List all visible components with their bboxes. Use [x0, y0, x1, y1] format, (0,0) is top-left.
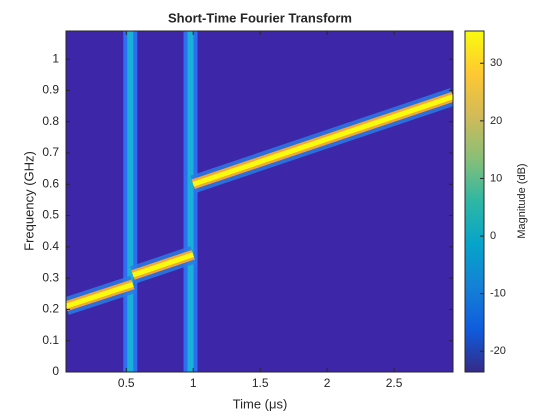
x-tick-label: 2.5 — [386, 376, 403, 390]
chart-title: Short-Time Fourier Transform — [168, 10, 352, 25]
colorbar-label: Magnitude (dB) — [516, 163, 528, 238]
colorbar-tick-label: -20 — [490, 345, 506, 357]
x-tick-label: 1.5 — [252, 376, 269, 390]
y-tick-label: 0.3 — [42, 270, 59, 284]
y-tick-label: 0.6 — [42, 176, 59, 190]
y-tick-label: 1 — [52, 51, 59, 65]
y-tick-label: 0.7 — [42, 145, 59, 159]
ridge — [192, 94, 453, 187]
y-axis-label: Frequency (GHz) — [21, 151, 36, 251]
ridge — [132, 252, 195, 278]
plot-area — [66, 31, 453, 372]
axes-box — [65, 30, 454, 373]
y-tick-label: 0.1 — [42, 333, 59, 347]
colorbar-tick-label: 20 — [490, 115, 502, 127]
y-tick-label: 0.4 — [42, 239, 59, 253]
colorbar-tick-label: 10 — [490, 172, 502, 184]
y-tick-label: 0.2 — [42, 302, 59, 316]
x-tick-label: 0.5 — [118, 376, 135, 390]
y-tick-label: 0.8 — [42, 114, 59, 128]
colorbar — [464, 30, 485, 373]
y-tick-label: 0 — [52, 364, 59, 378]
colorbar-tick-label: 30 — [490, 57, 502, 69]
x-tick-label: 2 — [324, 376, 331, 390]
transient-core — [127, 31, 134, 372]
colorbar-tick-label: -10 — [490, 288, 506, 300]
x-tick-label: 1 — [190, 376, 197, 390]
y-tick-label: 0.5 — [42, 208, 59, 222]
y-tick-label: 0.9 — [42, 83, 59, 97]
ridge — [66, 282, 134, 309]
transient-core — [187, 31, 194, 372]
colorbar-tick-label: 0 — [490, 230, 496, 242]
x-axis-label: Time (μs) — [233, 396, 288, 411]
